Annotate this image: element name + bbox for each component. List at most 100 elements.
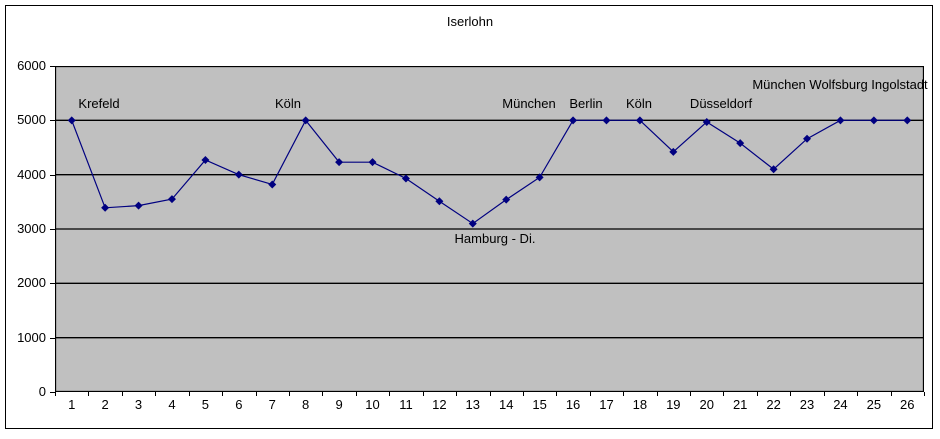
x-axis-label: 19: [666, 397, 681, 412]
x-axis-label: 18: [632, 397, 648, 412]
x-axis-tick: [556, 392, 558, 396]
y-axis-label: 4000: [17, 166, 46, 182]
data-point-marker: [468, 219, 477, 228]
data-point-marker: [869, 116, 878, 125]
x-axis-tick: [456, 392, 458, 396]
x-axis-label: 6: [235, 397, 243, 412]
x-axis-tick: [55, 392, 56, 396]
y-axis-label: 6000: [17, 58, 46, 73]
x-axis-label: 24: [833, 397, 848, 412]
plot-border: [55, 66, 924, 392]
y-axis-tick: [50, 120, 55, 122]
x-axis-tick: [756, 392, 758, 396]
x-axis-tick: [690, 392, 692, 396]
y-axis-label: 5000: [17, 112, 46, 128]
x-axis-tick: [522, 392, 524, 396]
data-point-marker: [167, 195, 176, 204]
x-axis-tick: [857, 392, 859, 396]
x-axis-tick: [823, 392, 825, 396]
x-axis-label: 25: [866, 397, 882, 412]
x-axis-tick: [322, 392, 324, 396]
y-axis-tick: [50, 392, 55, 393]
x-axis-tick: [222, 392, 224, 396]
y-axis-label: 2000: [17, 275, 46, 291]
x-axis-label: 15: [532, 397, 547, 412]
chart-frame-border: [5, 5, 933, 429]
y-axis-label: 3000: [17, 221, 46, 236]
x-axis-label: 4: [168, 397, 176, 412]
x-axis-label: 2: [101, 397, 109, 412]
data-point-marker: [268, 180, 277, 189]
data-point-marker: [335, 158, 344, 167]
y-axis-tick: [50, 283, 55, 285]
data-point-marker: [234, 170, 243, 179]
data-point-marker: [368, 158, 377, 167]
data-point-marker: [702, 117, 711, 126]
data-point-marker: [569, 116, 578, 125]
annotation-label: Köln: [274, 96, 302, 111]
data-point-marker: [836, 116, 845, 125]
x-axis-label: 11: [399, 397, 413, 412]
data-point-marker: [67, 116, 76, 125]
x-axis-label: 20: [699, 397, 714, 412]
y-axis-label: 0: [38, 384, 46, 399]
x-axis-tick: [489, 392, 491, 396]
y-axis-tick: [50, 337, 55, 339]
data-point-marker: [502, 195, 511, 204]
annotation-label: Hamburg - Di.: [454, 231, 536, 246]
x-axis-label: 21: [732, 397, 748, 412]
x-axis-label: 8: [302, 397, 310, 412]
data-point-marker: [736, 139, 745, 148]
x-axis-tick: [656, 392, 658, 396]
data-point-marker: [602, 116, 611, 125]
x-axis-tick: [355, 392, 357, 396]
y-axis-tick: [50, 229, 55, 230]
x-axis-tick: [255, 392, 257, 396]
data-point-marker: [903, 116, 912, 125]
x-axis-label: 12: [432, 397, 447, 412]
x-axis-tick: [88, 392, 90, 396]
annotation-label: München: [502, 96, 556, 111]
x-axis-tick: [288, 392, 290, 396]
x-axis-tick: [890, 392, 892, 396]
x-axis-label: 26: [900, 397, 915, 412]
data-point-marker: [669, 147, 678, 156]
x-axis-tick: [589, 392, 591, 396]
data-point-marker: [803, 134, 812, 143]
data-point-marker: [401, 174, 410, 183]
chart-title: Iserlohn: [446, 14, 494, 29]
x-axis-label: 14: [498, 397, 514, 412]
x-axis-tick: [389, 392, 391, 396]
annotation-label: Köln: [625, 96, 653, 111]
x-axis-label: 7: [268, 397, 276, 412]
x-axis-label: 5: [201, 397, 209, 412]
y-axis-label: 1000: [17, 329, 46, 345]
y-axis-tick: [50, 66, 55, 67]
x-axis-tick: [924, 392, 925, 396]
x-axis-tick: [155, 392, 157, 396]
x-axis-label: 1: [68, 397, 76, 412]
x-axis-tick: [723, 392, 725, 396]
x-axis-label: 10: [365, 397, 380, 412]
data-point-marker: [301, 116, 310, 125]
x-axis-label: 9: [335, 397, 343, 412]
annotation-label: München Wolfsburg Ingolstadt: [752, 77, 928, 92]
series-line: [71, 119, 908, 225]
annotation-label: Berlin: [569, 96, 603, 111]
data-point-marker: [101, 203, 110, 212]
annotation-label: Krefeld: [78, 96, 120, 111]
x-axis-label: 3: [134, 397, 143, 412]
x-axis-label: 22: [766, 397, 781, 412]
x-axis-tick: [121, 392, 123, 396]
data-point-marker: [435, 197, 444, 206]
y-axis-tick: [50, 174, 55, 176]
x-axis-label: 16: [565, 397, 581, 412]
x-axis-tick: [188, 392, 190, 396]
data-point-marker: [769, 165, 778, 174]
x-axis-tick: [790, 392, 792, 396]
x-axis-label: 17: [599, 397, 614, 412]
x-axis-label: 13: [465, 397, 481, 412]
x-axis-label: 23: [799, 397, 815, 412]
data-point-marker: [635, 116, 644, 125]
